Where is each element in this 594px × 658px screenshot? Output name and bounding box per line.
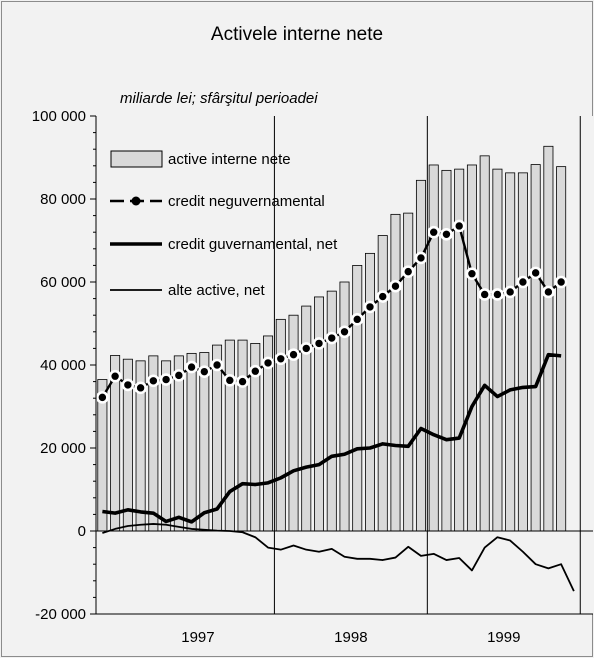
- bar: [199, 352, 210, 532]
- bar: [428, 164, 439, 532]
- y-tick-label: 100 000: [32, 108, 86, 125]
- bar: [556, 166, 567, 532]
- y-tick-label: -20 000: [35, 606, 86, 623]
- data-point: [121, 378, 135, 392]
- bar: [441, 169, 452, 532]
- bar: [161, 360, 172, 532]
- bar: [390, 213, 401, 532]
- data-point: [452, 219, 466, 233]
- y-tick-label: 80 000: [40, 191, 86, 208]
- data-point: [299, 342, 313, 355]
- bar: [505, 172, 516, 532]
- data-point: [159, 373, 173, 386]
- data-point: [287, 348, 300, 361]
- legend: active interne nete credit neguvernamenta…: [110, 150, 338, 299]
- data-point: [274, 352, 288, 366]
- bar: [530, 164, 541, 532]
- unit-label: miliarde lei; sfârşitul perioadei: [120, 90, 318, 107]
- data-point: [542, 285, 555, 299]
- x-tick-label: 1997: [181, 629, 214, 646]
- bar: [224, 339, 235, 532]
- bar: [377, 235, 388, 532]
- bar: [352, 264, 363, 532]
- bar: [543, 145, 554, 532]
- data-point: [440, 227, 453, 241]
- data-point: [236, 375, 249, 388]
- x-tick-label: 1998: [334, 629, 367, 646]
- data-point: [108, 369, 122, 383]
- bar: [186, 352, 197, 532]
- data-point: [261, 356, 275, 370]
- data-point: [134, 381, 147, 395]
- bar: [403, 212, 414, 532]
- data-point: [516, 275, 530, 289]
- data-point: [338, 325, 351, 339]
- data-point: [427, 225, 441, 239]
- data-point: [554, 275, 568, 289]
- data-point: [401, 265, 415, 278]
- y-tick-label: 20 000: [40, 440, 86, 457]
- bar: [466, 164, 477, 532]
- bar: [173, 355, 184, 532]
- data-point: [465, 267, 479, 281]
- chart-title: Activele interne nete: [211, 24, 383, 45]
- bar: [492, 168, 503, 532]
- data-point: [325, 331, 339, 345]
- data-point: [198, 365, 211, 378]
- legend-label: credit guvernamental, net: [168, 236, 338, 253]
- data-point: [172, 369, 186, 382]
- data-point: [96, 391, 109, 404]
- data-point: [147, 374, 160, 388]
- data-point: [376, 290, 390, 303]
- data-point: [312, 337, 326, 350]
- data-point: [478, 288, 491, 301]
- legend-swatch-bar: [110, 150, 163, 168]
- bar-series: [96, 116, 593, 614]
- bar: [517, 172, 528, 532]
- data-point: [223, 374, 237, 387]
- legend-label: active interne nete: [168, 151, 291, 168]
- series-line-alte-active: [102, 523, 575, 592]
- data-point: [248, 364, 262, 378]
- y-tick-label: 0: [78, 523, 86, 540]
- y-tick-label: 40 000: [40, 357, 86, 374]
- bar: [415, 179, 426, 532]
- data-point: [414, 251, 428, 265]
- data-point: [185, 360, 198, 374]
- bar: [275, 318, 286, 532]
- legend-label: credit neguvernamental: [168, 193, 325, 210]
- bar: [237, 339, 248, 532]
- legend-marker: [131, 196, 141, 206]
- bar: [479, 155, 490, 532]
- x-tick-label: 1999: [487, 629, 520, 646]
- data-point: [503, 285, 517, 299]
- data-point: [389, 279, 402, 293]
- legend-label: alte active, net: [168, 282, 266, 299]
- bar: [288, 314, 299, 532]
- y-tick-label: 60 000: [40, 274, 86, 291]
- data-point: [529, 266, 542, 280]
- line-series: [96, 219, 575, 592]
- data-point: [210, 358, 224, 372]
- data-point: [350, 313, 364, 326]
- bar: [326, 290, 337, 532]
- bar: [314, 296, 325, 532]
- data-point: [363, 300, 377, 314]
- bar: [339, 281, 350, 532]
- bar: [301, 305, 312, 532]
- data-point: [491, 288, 504, 301]
- axes: 1997 1998 1999 100 000 80 000 60 000 40 000 20 …: [32, 108, 593, 646]
- bar: [364, 252, 375, 532]
- series-line-credit-guvernamental: [102, 352, 562, 524]
